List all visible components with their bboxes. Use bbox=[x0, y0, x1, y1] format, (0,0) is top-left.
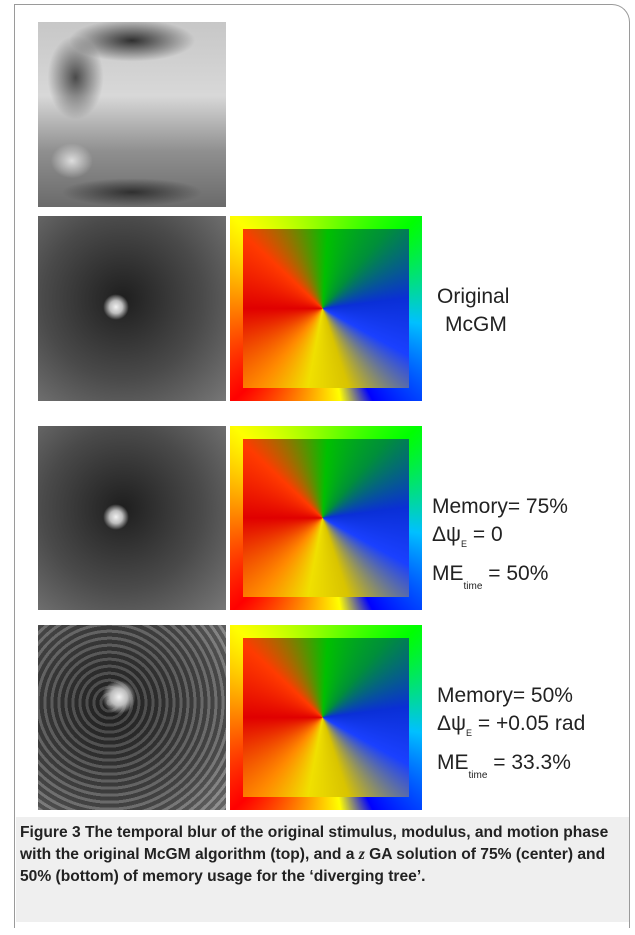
modulus-image-50 bbox=[38, 625, 226, 810]
figure-caption: Figure 3 The temporal blur of the origin… bbox=[20, 824, 609, 885]
memory-value: Memory= 75% bbox=[432, 495, 568, 518]
figure-frame bbox=[14, 4, 630, 928]
modulus-image-original bbox=[38, 216, 226, 401]
me-time-value: MEtime = 33.3% bbox=[437, 751, 571, 781]
phase-image-75 bbox=[230, 426, 422, 610]
caption-background bbox=[16, 817, 629, 922]
delta-psi-value: ΔψE = +0.05 rad bbox=[437, 712, 586, 738]
delta-psi-value: ΔψE = 0 bbox=[432, 523, 503, 549]
modulus-image-75 bbox=[38, 426, 226, 610]
row-params-75: Memory= 75% ΔψE = 0 MEtime = 50% bbox=[432, 493, 568, 601]
me-time-value: MEtime = 50% bbox=[432, 562, 549, 592]
memory-value: Memory= 50% bbox=[437, 684, 573, 707]
stimulus-image bbox=[38, 22, 226, 207]
phase-image-original bbox=[230, 216, 422, 401]
phase-image-50 bbox=[230, 625, 422, 810]
row-params-50: Memory= 50% ΔψE = +0.05 rad MEtime = 33.… bbox=[437, 682, 585, 790]
row-label-original: Original McGM bbox=[437, 285, 510, 336]
